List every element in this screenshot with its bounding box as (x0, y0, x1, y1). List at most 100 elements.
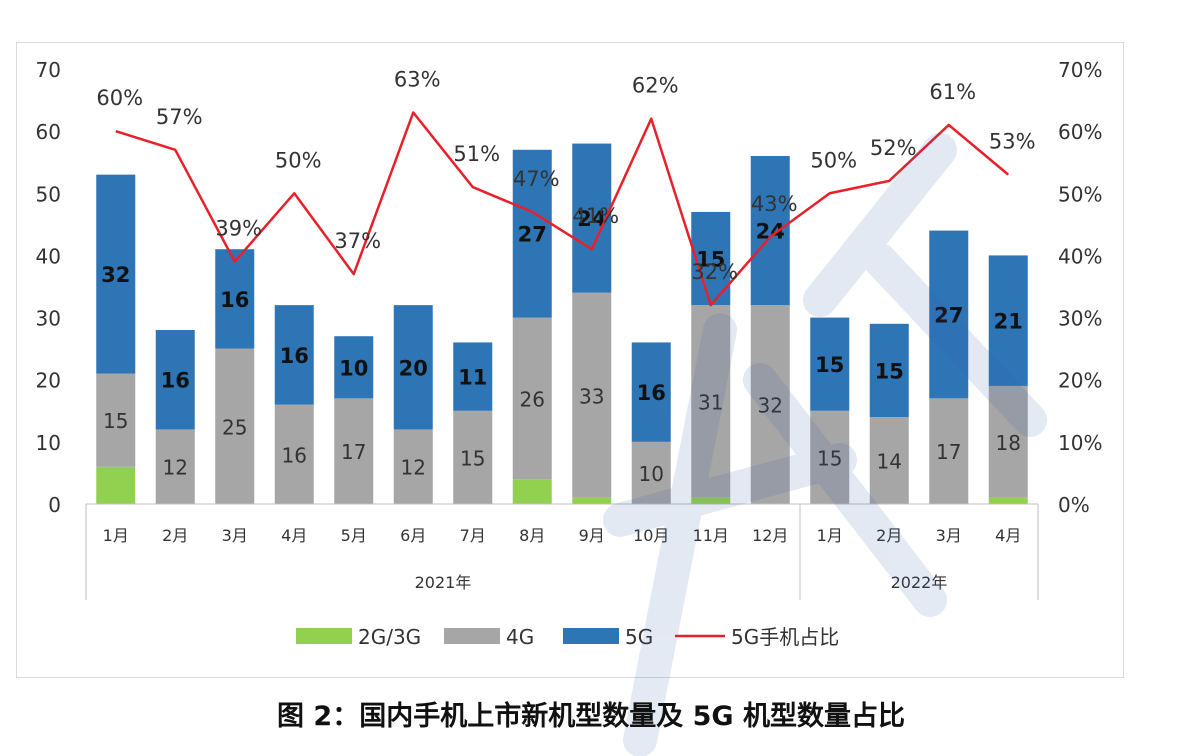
x-tick-label: 1月 (817, 526, 843, 545)
y-left-tick: 30 (36, 307, 61, 331)
line-label: 57% (156, 105, 203, 129)
bar-4g (334, 398, 374, 504)
line-label: 32% (691, 260, 738, 284)
legend-label: 4G (506, 625, 534, 649)
x-tick-label: 3月 (222, 526, 248, 545)
data-label-5g: 20 (399, 356, 428, 380)
bar-4g (988, 385, 1028, 498)
bar-4g (691, 305, 731, 498)
data-label-4g: 12 (401, 456, 426, 480)
bar-5g (869, 323, 909, 417)
y-right-tick: 0% (1058, 493, 1090, 517)
y-right-tick: 70% (1058, 58, 1102, 82)
x-tick-label: 3月 (936, 526, 962, 545)
data-label-5g: 16 (637, 381, 666, 405)
data-label-5g: 16 (220, 288, 249, 312)
bar-5g (334, 336, 374, 399)
bar-4g (453, 410, 493, 504)
legend-label: 5G (625, 625, 653, 649)
x-tick-label: 2月 (162, 526, 188, 545)
data-label-5g: 27 (934, 303, 963, 327)
legend-swatch (444, 628, 500, 644)
bar-5g (988, 255, 1028, 386)
bar-2g3g (96, 466, 136, 504)
bar-5g (453, 342, 493, 411)
y-left-tick: 20 (36, 369, 61, 393)
bar-4g (869, 417, 909, 504)
line-label: 39% (215, 217, 262, 241)
bar-2g3g (572, 497, 612, 504)
figure-caption: 图 2：国内手机上市新机型数量及 5G 机型数量占比 (277, 701, 905, 732)
line-label: 60% (96, 86, 143, 110)
data-label-5g: 16 (280, 344, 309, 368)
x-tick-label: 8月 (519, 526, 545, 545)
line-5g-share (115, 111, 1010, 307)
bar-4g (274, 404, 314, 504)
y-right-tick: 60% (1058, 120, 1102, 144)
line-label: 50% (275, 148, 322, 172)
data-label-4g: 17 (341, 440, 366, 464)
group-label: 2022年 (891, 573, 948, 592)
data-label-4g: 16 (282, 443, 307, 467)
x-tick-label: 9月 (579, 526, 605, 545)
bar-4g (155, 429, 195, 504)
legend-label: 2G/3G (358, 625, 421, 649)
data-label-4g: 31 (698, 390, 723, 414)
data-label-4g: 15 (460, 446, 485, 470)
line-label: 51% (453, 142, 500, 166)
bar-5g (512, 149, 552, 318)
data-label-4g: 25 (222, 415, 247, 439)
data-label-4g: 15 (103, 409, 128, 433)
x-tick-label: 1月 (103, 526, 129, 545)
line-label: 50% (810, 148, 857, 172)
data-label-4g: 33 (579, 384, 604, 408)
legend-swatch (296, 628, 352, 644)
data-label-5g: 24 (756, 220, 785, 244)
line-label: 61% (929, 80, 976, 104)
data-label-5g: 15 (815, 353, 844, 377)
group-label: 2021年 (415, 573, 472, 592)
line-label: 41% (572, 204, 619, 228)
bar-5g (215, 249, 255, 349)
bar-4g (810, 410, 850, 504)
data-label-4g: 12 (163, 456, 188, 480)
y-left-tick: 0 (48, 493, 61, 517)
bar-4g (393, 429, 433, 504)
y-right-tick: 40% (1058, 244, 1102, 268)
y-right-tick: 20% (1058, 369, 1102, 393)
bar-2g3g (512, 479, 552, 504)
x-tick-label: 4月 (281, 526, 307, 545)
bar-2g3g (691, 497, 731, 504)
line-label: 43% (751, 192, 798, 216)
legend-label: 5G手机占比 (731, 625, 839, 649)
bar-5g (274, 305, 314, 405)
line-label: 63% (394, 68, 441, 92)
data-label-4g: 17 (936, 440, 961, 464)
bar-4g (572, 292, 612, 498)
data-label-4g: 15 (817, 446, 842, 470)
bar-4g (631, 441, 671, 504)
y-right-tick: 30% (1058, 307, 1102, 331)
data-label-4g: 14 (877, 450, 902, 474)
data-label-4g: 32 (758, 394, 783, 418)
line-label: 47% (513, 167, 560, 191)
data-label-5g: 11 (458, 366, 487, 390)
bar-5g (810, 317, 850, 411)
y-left-tick: 40 (36, 244, 61, 268)
line-label: 62% (632, 74, 679, 98)
bar-4g (215, 348, 255, 504)
data-label-4g: 10 (639, 462, 664, 486)
bar-5g (96, 174, 136, 374)
x-tick-label: 6月 (400, 526, 426, 545)
bar-4g (750, 305, 790, 504)
bar-4g (512, 317, 552, 480)
bar-5g (393, 305, 433, 430)
data-label-5g: 15 (875, 359, 904, 383)
bar-5g (155, 330, 195, 430)
x-tick-label: 2月 (876, 526, 902, 545)
x-tick-label: 7月 (460, 526, 486, 545)
y-left-tick: 60 (36, 120, 61, 144)
line-label: 53% (989, 130, 1036, 154)
bar-4g (96, 373, 136, 467)
